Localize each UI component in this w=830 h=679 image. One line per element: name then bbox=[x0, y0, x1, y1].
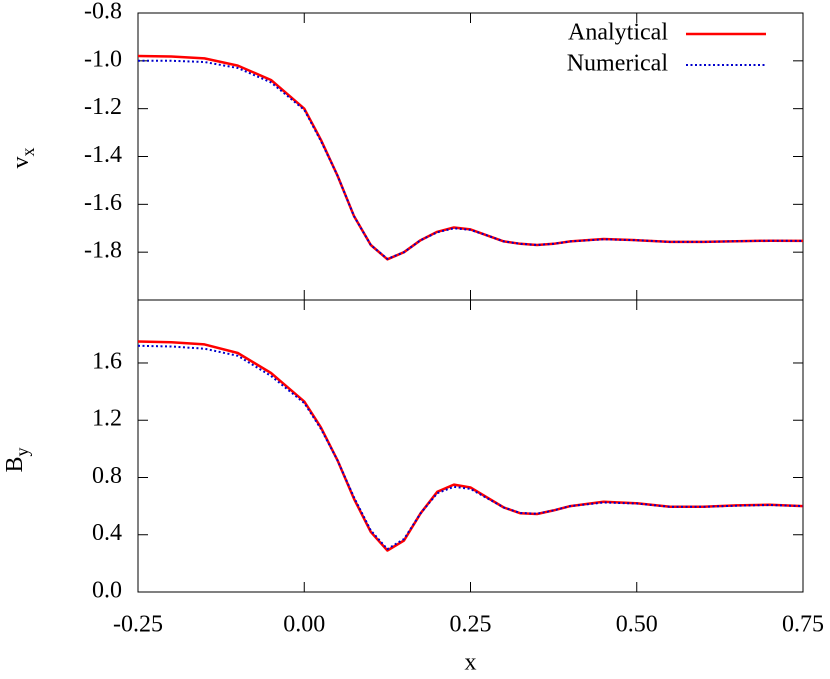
y-tick-label: -1.2 bbox=[84, 94, 122, 120]
y-tick-label: 0.8 bbox=[92, 463, 122, 489]
legend-label: Analytical bbox=[568, 20, 668, 46]
y-axis-label-sub: x bbox=[18, 148, 38, 157]
x-tick-label: 0.50 bbox=[616, 612, 658, 638]
series-line bbox=[137, 340, 804, 552]
y-tick-label: 1.6 bbox=[92, 348, 122, 374]
y-tick-label: 1.2 bbox=[92, 406, 122, 432]
y-tick-label: -1.0 bbox=[84, 46, 122, 72]
x-tick-label: 0.25 bbox=[450, 612, 492, 638]
y-axis-label: By bbox=[2, 447, 33, 472]
y-tick-label: -1.6 bbox=[84, 190, 122, 216]
y-tick-label: 0.4 bbox=[92, 520, 122, 546]
x-tick-label: 0.75 bbox=[782, 612, 824, 638]
y-axis-label-main: v bbox=[8, 157, 34, 169]
y-tick-label: -0.8 bbox=[84, 0, 122, 25]
y-axis-label-sub: y bbox=[12, 447, 32, 456]
x-tick-label: 0.00 bbox=[283, 612, 325, 638]
y-tick-label: -1.8 bbox=[84, 238, 122, 264]
y-tick-label: -1.4 bbox=[84, 142, 122, 168]
plot-frame bbox=[137, 299, 804, 593]
y-axis-label: vx bbox=[8, 148, 39, 169]
y-tick-label: 0.0 bbox=[92, 578, 122, 604]
series-line bbox=[137, 344, 804, 551]
x-axis-label: x bbox=[465, 650, 477, 676]
series-line bbox=[138, 59, 804, 260]
y-axis-label-main: B bbox=[2, 456, 28, 472]
series-line bbox=[137, 54, 804, 261]
x-tick-label: -0.25 bbox=[113, 612, 163, 638]
plot-frame bbox=[137, 12, 804, 301]
legend-label: Numerical bbox=[567, 51, 669, 77]
